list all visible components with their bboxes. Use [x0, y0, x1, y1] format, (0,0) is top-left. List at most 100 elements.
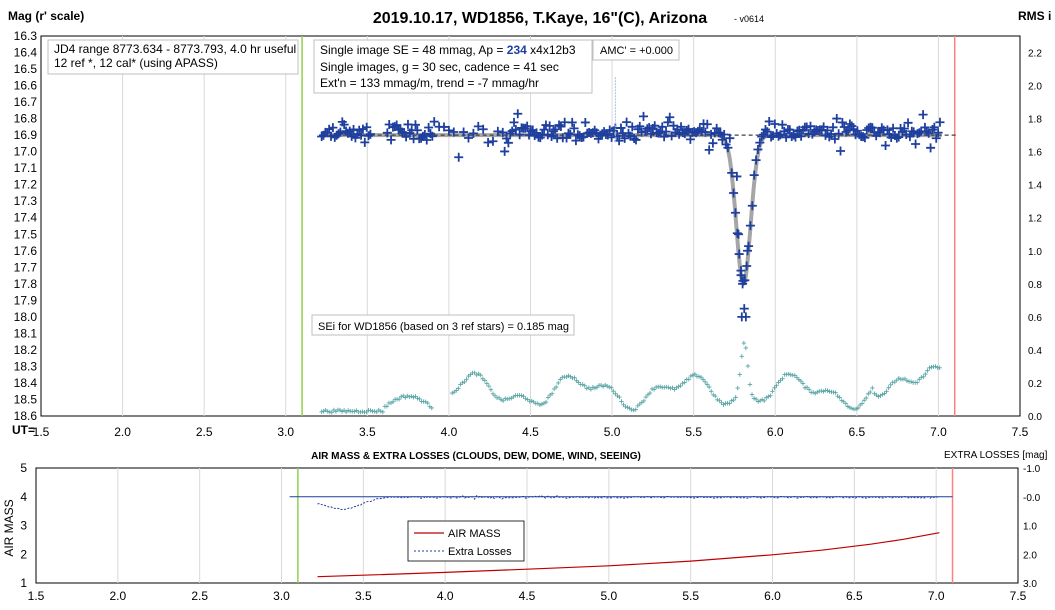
rms-point — [560, 375, 565, 380]
magnitude-point — [757, 132, 767, 142]
magnitude-point — [403, 119, 413, 129]
magnitude-point — [723, 143, 733, 153]
rms-point — [743, 345, 749, 351]
bottom-y-tick-label: 3 — [20, 519, 27, 533]
magnitude-point — [567, 117, 577, 127]
rms-point — [747, 382, 753, 387]
rms-point — [558, 377, 563, 382]
bottom-x-tick-label: 3.5 — [355, 589, 372, 603]
rms-point — [921, 374, 926, 380]
rms-point — [819, 388, 824, 394]
magnitude-point — [867, 123, 877, 133]
magnitude-point — [762, 127, 772, 137]
rms-point — [902, 376, 908, 381]
rms-point — [937, 365, 942, 371]
top-y-tick-label: 18.5 — [14, 392, 38, 406]
rms-point — [792, 373, 798, 378]
magnitude-point — [364, 131, 374, 141]
magnitude-point — [743, 246, 753, 256]
magnitude-point — [920, 122, 930, 132]
magnitude-point — [676, 122, 686, 132]
rms-point — [766, 394, 771, 399]
rms-point — [733, 395, 738, 400]
magnitude-point — [685, 134, 695, 144]
top-y-tick-label: 18.4 — [14, 376, 38, 390]
magnitude-point — [732, 171, 742, 181]
magnitude-point — [734, 249, 744, 259]
rms-point — [462, 379, 467, 385]
top-x-tick-labels: 1.5 2.0 2.5 3.0 3.5 4.0 4.5 5.0 5.5 6.0 6.5 7.0 7.5 — [33, 425, 1029, 439]
rms-point — [894, 378, 900, 383]
rms-point — [566, 373, 571, 379]
magnitude-point — [695, 124, 705, 134]
magnitude-point — [834, 129, 844, 139]
rms-point — [319, 409, 324, 414]
magnitude-point — [774, 131, 784, 141]
bottom-x-tick-label: 7.5 — [1010, 589, 1027, 603]
magnitude-point — [845, 119, 855, 129]
rms-point — [676, 384, 681, 389]
magnitude-point — [796, 131, 806, 141]
rms-point — [680, 380, 685, 386]
magnitude-point — [548, 126, 558, 136]
magnitude-point — [339, 120, 349, 130]
magnitude-point — [663, 117, 673, 127]
rms-point — [719, 400, 724, 405]
top-y2-tick-label: 1.8 — [1028, 115, 1042, 126]
rms-point — [682, 380, 687, 385]
top-y-tick-label: 16.3 — [14, 29, 38, 43]
bottom-y-tick-label: 5 — [20, 461, 27, 475]
magnitude-point — [554, 120, 564, 130]
bottom-x-tick-label: 1.5 — [28, 589, 45, 603]
top-y-tick-label: 18.6 — [14, 409, 38, 423]
magnitude-point — [739, 304, 749, 314]
magnitude-point — [569, 123, 579, 133]
magnitude-point — [852, 126, 862, 136]
magnitude-point — [657, 122, 667, 132]
magnitude-point — [654, 128, 664, 138]
magnitude-point — [931, 133, 941, 143]
top-y2-tick-label: 0.4 — [1028, 346, 1042, 357]
top-y-tick-labels: 16.3 16.4 16.5 16.6 16.7 16.8 16.9 17.0 17.1 17.2… — [14, 29, 38, 423]
magnitude-point — [929, 122, 939, 132]
rms-point — [837, 395, 842, 400]
info-box-1: JD4 range 8773.634 - 8773.793, 4.0 hr us… — [47, 39, 299, 75]
magnitude-point — [629, 133, 639, 143]
magnitude-point — [547, 131, 557, 141]
magnitude-point — [382, 128, 392, 138]
magnitude-point — [362, 122, 372, 132]
magnitude-point — [764, 116, 774, 126]
rms-point — [853, 406, 859, 412]
rms-point — [745, 363, 751, 369]
top-y-tick-label: 17.0 — [14, 145, 38, 159]
rms-point — [623, 404, 628, 409]
magnitude-point — [837, 117, 847, 127]
rms-point — [553, 384, 559, 390]
magnitude-point — [513, 109, 523, 119]
magnitude-point — [511, 125, 521, 135]
magnitude-point — [616, 123, 626, 133]
rms-point — [859, 401, 865, 406]
magnitude-point — [755, 138, 765, 148]
rms-point — [692, 372, 698, 377]
magnitude-point — [732, 228, 742, 238]
magnitude-point — [926, 143, 936, 153]
magnitude-point — [515, 130, 525, 140]
magnitude-point — [493, 126, 503, 136]
rms-point — [647, 390, 653, 396]
magnitude-point — [622, 117, 632, 127]
top-y-tick-label: 17.1 — [14, 161, 38, 175]
top-y2-tick-label: 2.2 — [1028, 49, 1042, 60]
rms-point — [415, 396, 420, 401]
magnitude-point — [560, 117, 570, 127]
magnitude-point — [365, 129, 375, 139]
magnitude-point — [682, 125, 692, 135]
rms-point — [658, 384, 663, 389]
magnitude-point — [424, 123, 434, 133]
magnitude-point — [635, 121, 645, 131]
rms-point — [372, 409, 377, 414]
info-box-2-line-3: Ext'n = 133 mmag/m, trend = -7 mmag/hr — [320, 76, 539, 90]
rms-point — [698, 375, 704, 380]
magnitude-point — [444, 125, 454, 135]
rms-point — [886, 385, 891, 390]
